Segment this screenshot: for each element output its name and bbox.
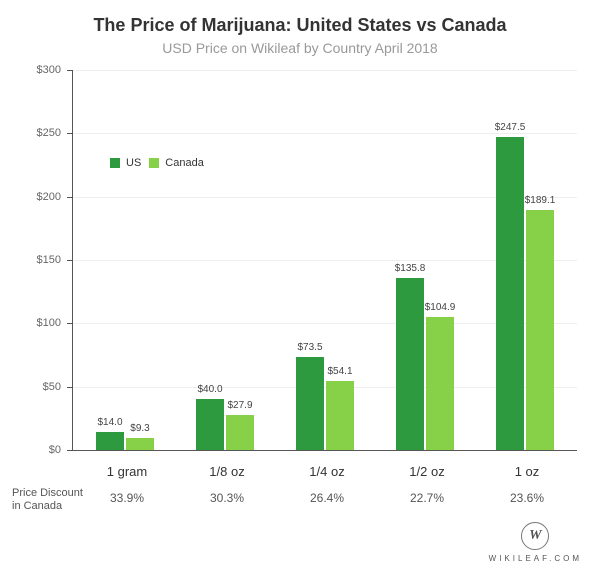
bar-canada bbox=[326, 381, 354, 450]
bar-us bbox=[496, 137, 524, 451]
y-gridline bbox=[72, 70, 577, 71]
x-category-label: 1/2 oz bbox=[409, 464, 444, 479]
y-gridline bbox=[72, 133, 577, 134]
bar-value-label: $247.5 bbox=[495, 122, 526, 133]
discount-value: 22.7% bbox=[410, 491, 444, 505]
legend-swatch bbox=[110, 158, 120, 168]
x-category-label: 1/8 oz bbox=[209, 464, 244, 479]
bar-value-label: $40.0 bbox=[197, 384, 222, 395]
x-category-label: 1 gram bbox=[107, 464, 147, 479]
x-category-label: 1/4 oz bbox=[309, 464, 344, 479]
discount-value: 26.4% bbox=[310, 491, 344, 505]
chart-container: The Price of Marijuana: United States vs… bbox=[0, 0, 600, 573]
chart-title: The Price of Marijuana: United States vs… bbox=[0, 15, 600, 36]
bar-canada bbox=[526, 210, 554, 450]
bar-value-label: $135.8 bbox=[395, 263, 426, 274]
x-axis-line bbox=[72, 450, 577, 451]
y-tick-label: $0 bbox=[17, 444, 61, 456]
y-tick-label: $50 bbox=[17, 381, 61, 393]
discount-label-line1: Price Discount bbox=[12, 487, 83, 500]
discount-label-line2: in Canada bbox=[12, 500, 83, 513]
plot-area: $0$50$100$150$200$250$300$14.0$9.31 gram… bbox=[72, 70, 577, 450]
legend-label: Canada bbox=[165, 157, 204, 169]
bar-value-label: $104.9 bbox=[425, 302, 456, 313]
bar-value-label: $27.9 bbox=[227, 400, 252, 411]
y-axis-line bbox=[72, 70, 73, 450]
bar-canada bbox=[426, 317, 454, 450]
chart-subtitle: USD Price on Wikileaf by Country April 2… bbox=[0, 40, 600, 56]
discount-row-label: Price Discountin Canada bbox=[12, 487, 83, 513]
y-tick-label: $300 bbox=[17, 64, 61, 76]
legend-item: US bbox=[110, 157, 141, 169]
bar-us bbox=[396, 278, 424, 450]
bar-canada bbox=[226, 415, 254, 450]
y-tick-label: $150 bbox=[17, 254, 61, 266]
bar-us bbox=[96, 432, 124, 450]
brand-text: WIKILEAF.COM bbox=[489, 554, 582, 563]
bar-value-label: $73.5 bbox=[297, 342, 322, 353]
bar-us bbox=[296, 357, 324, 450]
bar-value-label: $189.1 bbox=[525, 195, 556, 206]
discount-value: 30.3% bbox=[210, 491, 244, 505]
bar-value-label: $54.1 bbox=[327, 366, 352, 377]
brand-mark: W WIKILEAF.COM bbox=[489, 522, 582, 563]
y-tick-label: $200 bbox=[17, 191, 61, 203]
legend-swatch bbox=[149, 158, 159, 168]
brand-icon: W bbox=[521, 522, 549, 550]
y-tick-label: $250 bbox=[17, 127, 61, 139]
legend-label: US bbox=[126, 157, 141, 169]
discount-value: 23.6% bbox=[510, 491, 544, 505]
legend-item: Canada bbox=[149, 157, 204, 169]
bar-value-label: $14.0 bbox=[97, 417, 122, 428]
y-tick-label: $100 bbox=[17, 317, 61, 329]
bar-us bbox=[196, 399, 224, 450]
bar-value-label: $9.3 bbox=[130, 423, 149, 434]
bar-canada bbox=[126, 438, 154, 450]
discount-value: 33.9% bbox=[110, 491, 144, 505]
legend: US Canada bbox=[110, 157, 204, 169]
x-category-label: 1 oz bbox=[515, 464, 540, 479]
